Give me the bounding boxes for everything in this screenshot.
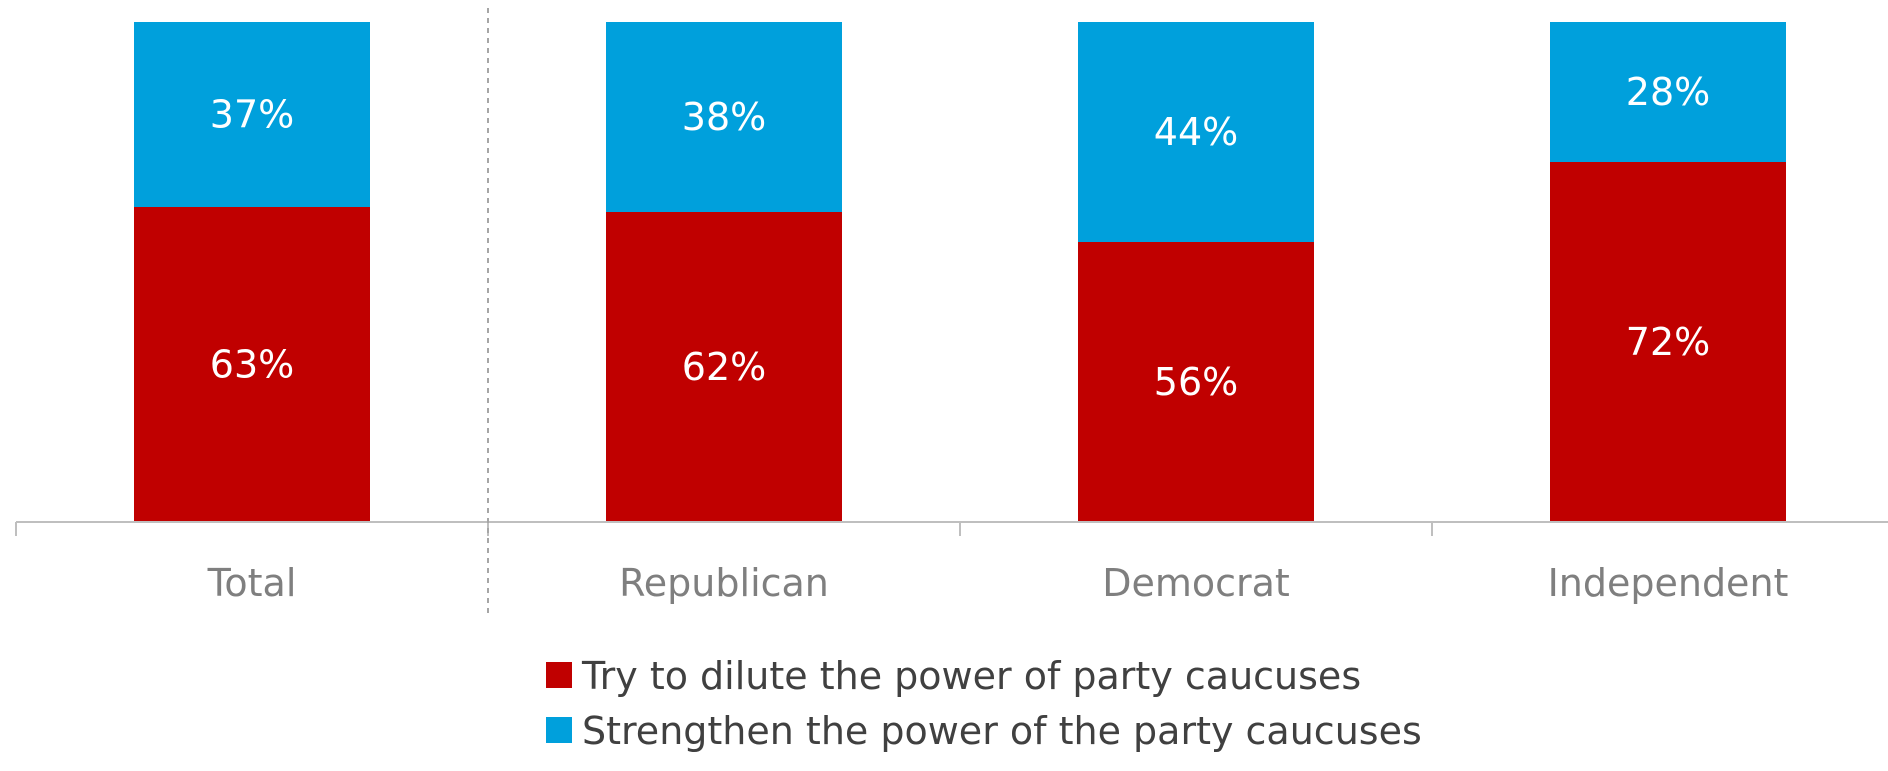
bar-strengthen-democrat [1078,22,1314,242]
bar-dilute-republican [606,212,842,522]
legend-label-dilute: Try to dilute the power of party caucuse… [581,654,1361,698]
bar-strengthen-independent [1550,22,1786,162]
data-label: 56% [1154,360,1238,404]
bar-dilute-total [134,207,370,522]
bar-dilute-democrat [1078,242,1314,522]
data-label: 38% [682,95,766,139]
category-label-independent: Independent [1548,561,1789,605]
x-axis [15,8,1888,618]
data-label: 37% [210,93,294,137]
bars-layer: 63% 37% 62% 38% 56% 44% 72% 28% [134,22,1786,522]
bar-dilute-independent [1550,162,1786,522]
data-label: 44% [1154,110,1238,154]
data-label: 62% [682,345,766,389]
category-label-republican: Republican [619,561,829,605]
legend-swatch-dilute [546,662,572,688]
data-label: 72% [1626,320,1710,364]
category-label-democrat: Democrat [1102,561,1290,605]
category-labels: Total Republican Democrat Independent [207,561,1789,605]
legend-label-strengthen: Strengthen the power of the party caucus… [582,709,1422,753]
data-label: 63% [210,343,294,387]
legend: Try to dilute the power of party caucuse… [546,654,1422,753]
data-label: 28% [1626,70,1710,114]
category-label-total: Total [207,561,297,605]
legend-swatch-strengthen [546,717,572,743]
bar-strengthen-total [134,22,370,207]
bar-strengthen-republican [606,22,842,212]
